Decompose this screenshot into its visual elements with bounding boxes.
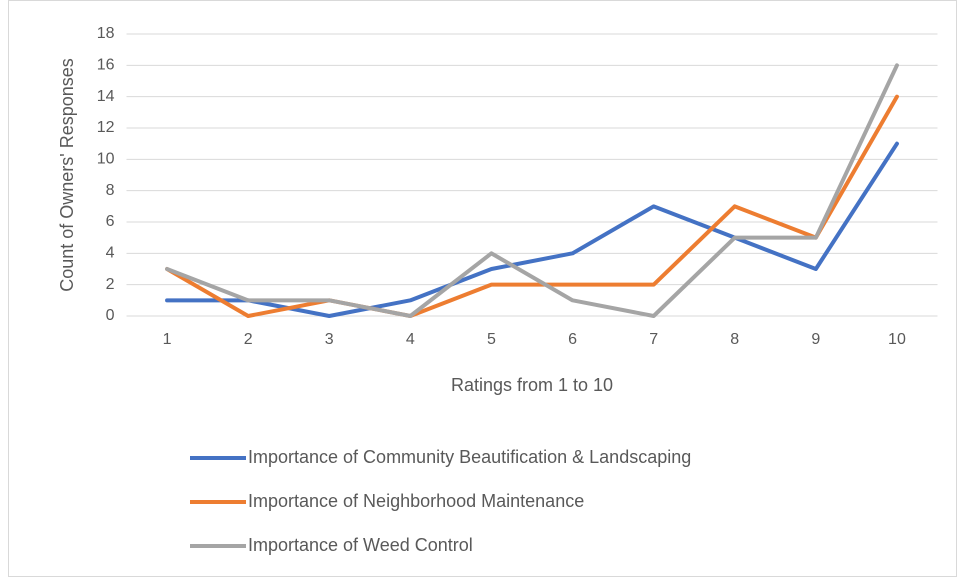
series-line <box>165 94 899 318</box>
y-tick-label: 4 <box>106 245 115 262</box>
x-tick-label: 10 <box>888 331 906 348</box>
y-axis-label: Count of Owners' Responses <box>57 58 77 292</box>
x-tick-label: 6 <box>568 331 577 348</box>
y-tick-label: 12 <box>97 119 115 136</box>
series-line <box>165 63 899 318</box>
x-tick-label: 5 <box>487 331 496 348</box>
y-tick-label: 8 <box>106 182 115 199</box>
y-tick-label: 6 <box>106 213 115 230</box>
y-tick-label: 16 <box>97 57 115 74</box>
legend-label: Importance of Community Beautification &… <box>248 447 691 467</box>
chart-border <box>8 0 957 577</box>
x-tick-label: 1 <box>163 331 172 348</box>
x-tick-label: 9 <box>811 331 820 348</box>
series-line <box>165 141 899 318</box>
x-tick-label: 4 <box>406 331 415 348</box>
x-tick-label: 8 <box>730 331 739 348</box>
y-tick-label: 10 <box>97 151 115 168</box>
y-tick-label: 2 <box>106 276 115 293</box>
x-tick-label: 7 <box>649 331 658 348</box>
x-tick-label: 3 <box>325 331 334 348</box>
y-tick-label: 14 <box>97 88 115 105</box>
legend-label: Importance of Weed Control <box>248 535 473 555</box>
legend-label: Importance of Neighborhood Maintenance <box>248 491 584 511</box>
x-axis-label: Ratings from 1 to 10 <box>451 375 613 395</box>
x-tick-label: 2 <box>244 331 253 348</box>
y-tick-label: 0 <box>106 307 115 324</box>
y-tick-label: 18 <box>97 25 115 42</box>
